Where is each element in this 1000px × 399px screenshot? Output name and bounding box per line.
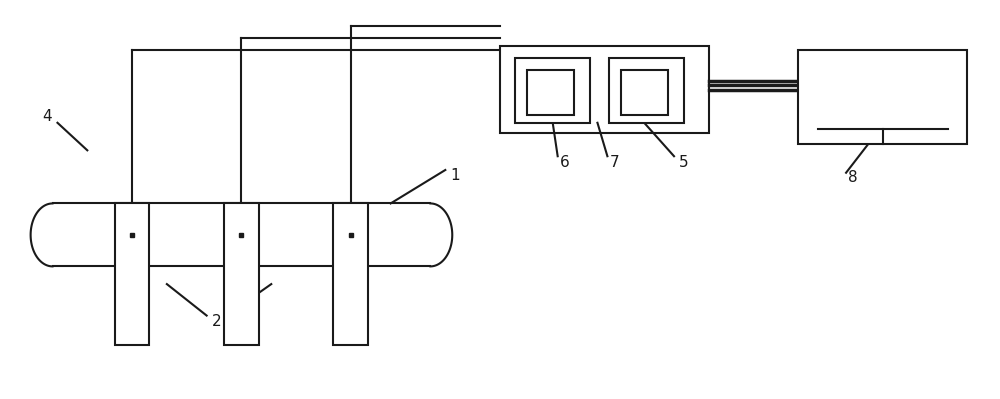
Bar [500, 46, 709, 132]
Text: 6: 6 [560, 155, 570, 170]
Text: 7: 7 [610, 155, 619, 170]
Text: 4: 4 [43, 109, 52, 124]
Text: 2: 2 [212, 314, 221, 329]
Bar [333, 203, 368, 345]
Text: 5: 5 [679, 155, 689, 170]
Bar [515, 58, 590, 123]
Bar [527, 70, 574, 115]
Bar [609, 58, 684, 123]
Bar [798, 50, 967, 144]
Text: 8: 8 [848, 170, 858, 186]
Text: 1: 1 [450, 168, 460, 184]
Bar [621, 70, 668, 115]
Bar [224, 203, 259, 345]
Bar [115, 203, 149, 345]
